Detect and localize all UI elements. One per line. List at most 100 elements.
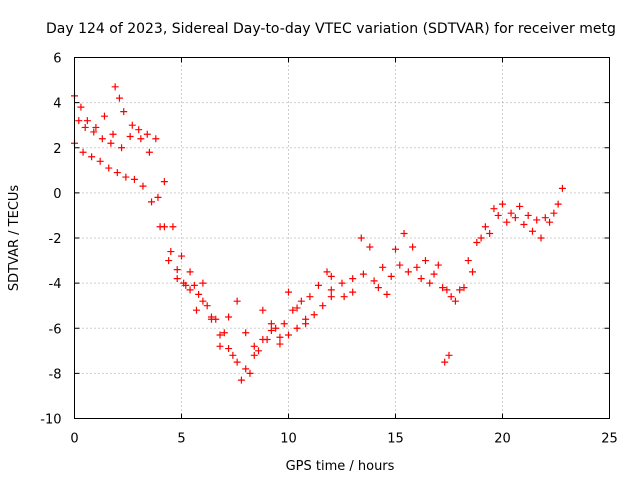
data-point <box>199 297 207 305</box>
data-point <box>357 234 365 242</box>
data-point <box>267 320 275 328</box>
y-tick-label: 0 <box>53 187 61 202</box>
series-track-c <box>75 83 310 350</box>
data-point <box>96 157 104 165</box>
data-point <box>554 200 562 208</box>
data-point <box>115 94 123 102</box>
data-point <box>327 286 335 294</box>
x-tick-label: 5 <box>177 432 185 447</box>
data-point <box>327 272 335 280</box>
data-point <box>186 268 194 276</box>
data-point <box>524 211 532 219</box>
data-point <box>145 148 153 156</box>
data-point <box>280 320 288 328</box>
data-points <box>71 83 566 384</box>
data-point <box>109 130 117 138</box>
data-point <box>90 128 98 136</box>
y-tick-label: -10 <box>40 413 61 428</box>
data-point <box>447 293 455 301</box>
data-point <box>473 239 481 247</box>
data-point <box>242 365 250 373</box>
data-point <box>285 331 292 339</box>
data-point <box>503 218 511 226</box>
data-point <box>83 117 91 125</box>
data-point <box>486 229 494 237</box>
data-point <box>237 376 245 384</box>
data-point <box>421 257 429 265</box>
data-point <box>520 220 528 228</box>
x-tick-label: 0 <box>70 432 78 447</box>
data-point <box>225 345 233 353</box>
data-point <box>319 302 327 310</box>
data-point <box>100 112 108 120</box>
data-point <box>417 275 425 283</box>
grid-lines <box>74 57 610 419</box>
x-tick-label: 25 <box>601 432 618 447</box>
data-point <box>511 214 519 222</box>
x-tick-labels: 0 5 10 15 20 25 <box>70 57 618 447</box>
data-point <box>148 198 156 206</box>
data-point <box>443 286 451 294</box>
data-point <box>481 223 489 231</box>
y-tick-label: -4 <box>49 277 62 292</box>
data-point <box>255 347 263 355</box>
data-point <box>306 293 314 301</box>
data-point <box>267 327 275 335</box>
data-point <box>160 223 168 231</box>
data-point <box>490 205 498 213</box>
data-point <box>195 290 203 298</box>
data-point <box>404 268 412 276</box>
data-point <box>216 342 224 350</box>
data-point <box>528 227 536 235</box>
data-point <box>128 121 136 129</box>
data-point <box>118 144 126 152</box>
data-point <box>396 261 404 269</box>
data-point <box>216 331 224 339</box>
data-point <box>276 340 284 348</box>
data-point <box>430 270 438 278</box>
data-point <box>88 153 96 161</box>
y-tick-labels: 6 4 2 0 -2 -4 -6 -8 -10 <box>40 52 610 428</box>
data-point <box>203 302 211 310</box>
data-point <box>426 279 434 287</box>
y-tick-label: -2 <box>49 232 62 247</box>
x-tick-label: 20 <box>494 432 511 447</box>
data-point <box>154 193 162 201</box>
data-point <box>139 182 147 190</box>
data-point <box>233 297 241 305</box>
data-point <box>143 130 151 138</box>
data-point <box>310 311 318 319</box>
data-point <box>165 257 173 265</box>
data-point <box>499 200 506 208</box>
data-point <box>469 268 477 276</box>
data-point <box>400 229 408 237</box>
data-point <box>323 268 331 276</box>
data-point <box>494 211 502 219</box>
data-point <box>507 209 515 217</box>
data-point <box>246 369 254 377</box>
data-point <box>173 266 181 274</box>
data-point <box>225 313 233 321</box>
data-point <box>456 286 464 294</box>
data-point <box>152 135 160 143</box>
data-point <box>359 270 367 278</box>
data-point <box>550 209 558 217</box>
data-point <box>130 175 138 183</box>
data-point <box>537 234 545 242</box>
y-tick-label: 2 <box>53 142 61 157</box>
data-point <box>314 281 322 289</box>
series-track-e <box>340 200 562 305</box>
data-point <box>439 284 447 292</box>
data-point <box>297 297 305 305</box>
y-tick-label: 4 <box>53 97 61 112</box>
data-point <box>105 164 113 172</box>
x-axis-label: GPS time / hours <box>286 459 395 474</box>
data-point <box>370 277 378 285</box>
data-point <box>285 288 292 296</box>
data-point <box>366 243 374 251</box>
data-point <box>173 275 181 283</box>
data-point <box>516 202 524 210</box>
data-point <box>441 358 449 366</box>
data-point <box>558 184 566 192</box>
data-point <box>126 132 134 140</box>
